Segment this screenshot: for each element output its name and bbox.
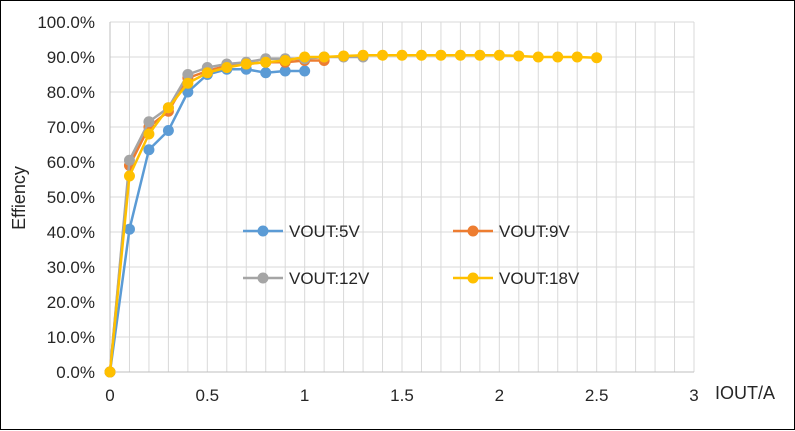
legend-marker [257, 272, 269, 284]
data-point [260, 56, 272, 68]
data-point [532, 51, 544, 63]
series-line [108, 59, 325, 373]
y-tick-label: 60.0% [47, 153, 95, 172]
data-point [318, 51, 330, 63]
data-point [162, 102, 174, 114]
series-vout-12v [104, 51, 369, 378]
y-tick-label: 50.0% [47, 188, 95, 207]
legend-entry: VOUT:12V [243, 269, 370, 288]
y-tick-label: 70.0% [47, 118, 95, 137]
data-point [182, 77, 194, 89]
data-point [260, 67, 272, 79]
legend: VOUT:5V VOUT:9V VOUT:12V VOUT:18V [243, 222, 580, 288]
data-point [123, 170, 135, 182]
legend-label: VOUT:12V [289, 269, 370, 288]
legend-entry: VOUT:9V [453, 222, 571, 241]
data-point [240, 58, 252, 70]
data-point [377, 49, 389, 61]
y-tick-labels: 0.0% 10.0% 20.0% 30.0% 40.0% 50.0% 60.0% 70.0% 8… [37, 13, 95, 382]
data-point [338, 50, 350, 62]
data-point [357, 49, 369, 61]
series-vout-9v [104, 55, 330, 378]
data-point [552, 51, 564, 63]
data-point [201, 67, 213, 79]
legend-label: VOUT:5V [289, 222, 361, 241]
legend-marker [257, 225, 269, 237]
data-point [182, 69, 194, 80]
legend-marker [467, 272, 479, 284]
legend-entry: VOUT:18V [453, 269, 580, 288]
y-tick-label: 10.0% [47, 328, 95, 347]
data-point [123, 223, 135, 235]
axes [109, 22, 694, 373]
x-tick-label: 1.5 [390, 386, 414, 405]
x-tick-labels: 0 0.5 1 1.5 2 2.5 3 [105, 386, 698, 405]
data-point [474, 49, 486, 61]
series-lines [104, 49, 603, 378]
y-tick-label: 30.0% [47, 258, 95, 277]
legend-marker [467, 225, 479, 237]
data-point [571, 51, 583, 63]
legend-entry: VOUT:5V [243, 222, 361, 241]
y-tick-label: 40.0% [47, 223, 95, 242]
data-point [396, 49, 408, 61]
y-tick-label: 0.0% [56, 363, 95, 382]
data-point [123, 154, 135, 166]
x-tick-label: 2 [495, 386, 504, 405]
data-point [299, 65, 311, 77]
series-vout-18v [104, 49, 603, 378]
y-tick-label: 90.0% [47, 48, 95, 67]
data-point [162, 125, 174, 136]
x-axis-title: IOUT/A [715, 383, 775, 403]
x-tick-label: 0 [105, 386, 114, 405]
legend-label: VOUT:9V [499, 222, 571, 241]
data-point [104, 366, 116, 378]
data-point [182, 86, 194, 98]
data-point [221, 62, 233, 73]
data-point [143, 116, 155, 128]
data-point [435, 49, 447, 61]
data-point [513, 50, 525, 62]
data-point [143, 128, 155, 140]
x-tick-label: 3 [689, 386, 698, 405]
data-point [279, 55, 291, 66]
series-line [108, 55, 364, 373]
data-point [591, 52, 603, 64]
data-point [415, 49, 427, 61]
data-point [493, 49, 505, 61]
x-tick-label: 0.5 [196, 386, 220, 405]
x-tick-label: 1 [300, 386, 309, 405]
y-axis-title: Effiency [9, 166, 29, 230]
data-point [454, 49, 466, 61]
x-tick-label: 2.5 [585, 386, 609, 405]
data-point [299, 51, 311, 63]
y-tick-label: 80.0% [47, 83, 95, 102]
y-tick-label: 20.0% [47, 293, 95, 312]
data-point [143, 144, 155, 156]
legend-label: VOUT:18V [499, 269, 580, 288]
data-point [279, 65, 291, 77]
y-tick-label: 100.0% [37, 13, 95, 32]
